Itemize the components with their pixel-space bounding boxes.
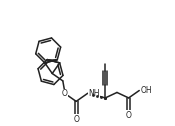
Text: NH: NH	[88, 89, 100, 98]
Text: O: O	[73, 115, 79, 124]
Text: O: O	[126, 111, 132, 120]
Text: OH: OH	[140, 86, 152, 95]
Text: O: O	[62, 89, 68, 98]
